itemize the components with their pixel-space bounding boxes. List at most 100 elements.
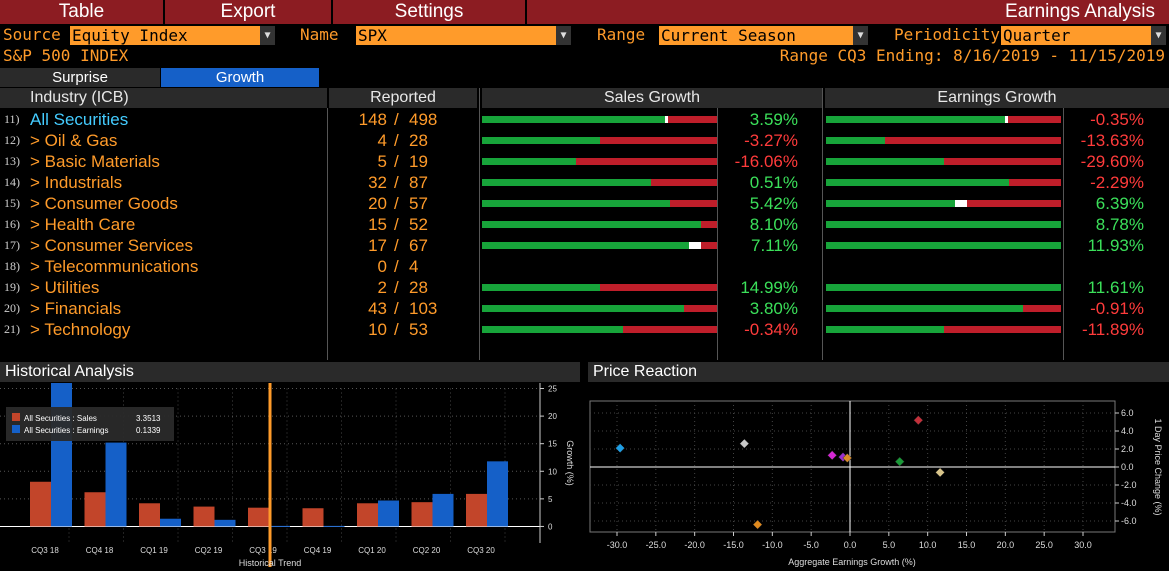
ytick-label: 5 [548, 495, 553, 504]
sales-growth-value: -3.27% [744, 131, 798, 150]
industry-name[interactable]: > Telecommunications [30, 257, 199, 276]
header-industry[interactable]: Industry (ICB) [0, 88, 327, 108]
settings-menu[interactable]: Settings [333, 0, 527, 24]
bar-sales [466, 493, 487, 527]
xtick-label: -20.0 [684, 540, 705, 550]
earnings-bar [826, 200, 1061, 207]
row-number[interactable]: 11) [4, 112, 20, 126]
earnings-bar [826, 221, 1061, 228]
reported-count: 17 [368, 236, 387, 255]
source-label: Source [3, 25, 61, 44]
scatter-point [894, 456, 905, 467]
reported-total: 19 [409, 152, 428, 171]
industry-name[interactable]: > Oil & Gas [30, 131, 118, 150]
ytick-label: 6.0 [1121, 408, 1134, 418]
xtick-label: 15.0 [958, 540, 976, 550]
export-menu[interactable]: Export [165, 0, 333, 24]
source-field[interactable]: Equity Index [70, 26, 261, 45]
scatter-point [752, 519, 763, 530]
sales-bar [482, 305, 717, 312]
reported-slash: / [394, 257, 399, 276]
bar-sales [411, 502, 433, 527]
row-number[interactable]: 12) [4, 133, 20, 147]
row-number[interactable]: 13) [4, 154, 20, 168]
industry-name[interactable]: > Health Care [30, 215, 136, 234]
industry-name[interactable]: > Consumer Goods [30, 194, 178, 213]
range-field[interactable]: Current Season [659, 26, 853, 45]
reported-count: 10 [368, 320, 387, 339]
price-reaction-chart: 6.0 4.0 2.0 0.0 -2.0 -4.0 -6.0 -30.0 -25.0 -20.0 -… [589, 400, 1163, 567]
ytick-label: 25 [548, 385, 557, 394]
bar-earnings [323, 525, 345, 527]
source-dropdown-icon[interactable]: ▼ [260, 26, 275, 45]
legend-value: 0.1339 [136, 426, 161, 435]
reported-total: 67 [409, 236, 428, 255]
sales-bar [482, 179, 717, 186]
bar-sales [84, 492, 106, 527]
header-sales-growth[interactable]: Sales Growth [482, 88, 822, 108]
reported-slash: / [394, 152, 399, 171]
scatter-point [615, 443, 625, 453]
xtick-label: CQ1 20 [358, 546, 386, 555]
xtick-label: CQ2 19 [195, 546, 223, 555]
bar-earnings [487, 461, 508, 527]
row-number[interactable]: 16) [4, 217, 20, 231]
ytick-label: 15 [548, 440, 557, 449]
index-name: S&P 500 INDEX [3, 46, 129, 65]
row-number[interactable]: 17) [4, 238, 20, 252]
earnings-bar [826, 116, 1061, 123]
industry-name[interactable]: > Industrials [30, 173, 123, 192]
industry-name[interactable]: All Securities [30, 110, 129, 129]
window-title: Earnings Analysis [527, 0, 1169, 24]
reported-total: 53 [409, 320, 428, 339]
row-number[interactable]: 19) [4, 280, 20, 294]
periodicity-field[interactable]: Quarter [1001, 26, 1151, 45]
row-number[interactable]: 15) [4, 196, 20, 210]
scatter-point [935, 467, 945, 478]
reported-total: 87 [409, 173, 428, 192]
scatter-point [913, 415, 924, 426]
xtick-label: CQ2 20 [413, 546, 441, 555]
reported-slash: / [394, 131, 399, 150]
name-dropdown-icon[interactable]: ▼ [556, 26, 571, 45]
row-number[interactable]: 18) [4, 259, 20, 273]
industry-name[interactable]: > Basic Materials [30, 152, 160, 171]
reported-count: 15 [368, 215, 387, 234]
table-menu[interactable]: Table [0, 0, 165, 24]
legend-value: 3.3513 [136, 414, 161, 423]
industry-name[interactable]: > Technology [30, 320, 131, 339]
name-field[interactable]: SPX [356, 26, 556, 45]
earnings-bar [826, 137, 1061, 144]
header-earnings-growth[interactable]: Earnings Growth [825, 88, 1169, 108]
periodicity-dropdown-icon[interactable]: ▼ [1151, 26, 1166, 45]
earnings-growth-value: -11.89% [1081, 320, 1144, 339]
row-number[interactable]: 14) [4, 175, 20, 189]
bar-sales [193, 506, 215, 527]
scatter-point [739, 438, 750, 449]
sales-bar [482, 242, 717, 249]
reported-total: 57 [409, 194, 428, 213]
reported-total: 498 [409, 110, 438, 129]
sales-growth-value: -16.06% [734, 152, 798, 171]
bar-earnings [432, 493, 454, 527]
periodicity-label: Periodicity [894, 25, 1000, 44]
earnings-bar [826, 326, 1061, 333]
bar-sales [139, 503, 160, 527]
tab-surprise[interactable]: Surprise [0, 68, 160, 87]
range-dropdown-icon[interactable]: ▼ [853, 26, 868, 45]
industry-name[interactable]: > Consumer Services [30, 236, 193, 255]
row-number[interactable]: 21) [4, 322, 20, 336]
industry-name[interactable]: > Financials [30, 299, 122, 318]
earnings-growth-value: 8.78% [1095, 215, 1144, 234]
ytick-label: 2.0 [1121, 444, 1134, 454]
industry-name[interactable]: > Utilities [30, 278, 100, 297]
reported-slash: / [394, 236, 399, 255]
header-reported[interactable]: Reported [329, 88, 477, 108]
reported-count: 148 [358, 110, 387, 129]
tab-growth[interactable]: Growth [161, 68, 319, 87]
reported-total: 52 [409, 215, 428, 234]
earnings-growth-value: 11.61% [1087, 278, 1144, 297]
earnings-bar [826, 284, 1061, 291]
earnings-growth-value: -29.60% [1080, 152, 1144, 171]
row-number[interactable]: 20) [4, 301, 20, 315]
